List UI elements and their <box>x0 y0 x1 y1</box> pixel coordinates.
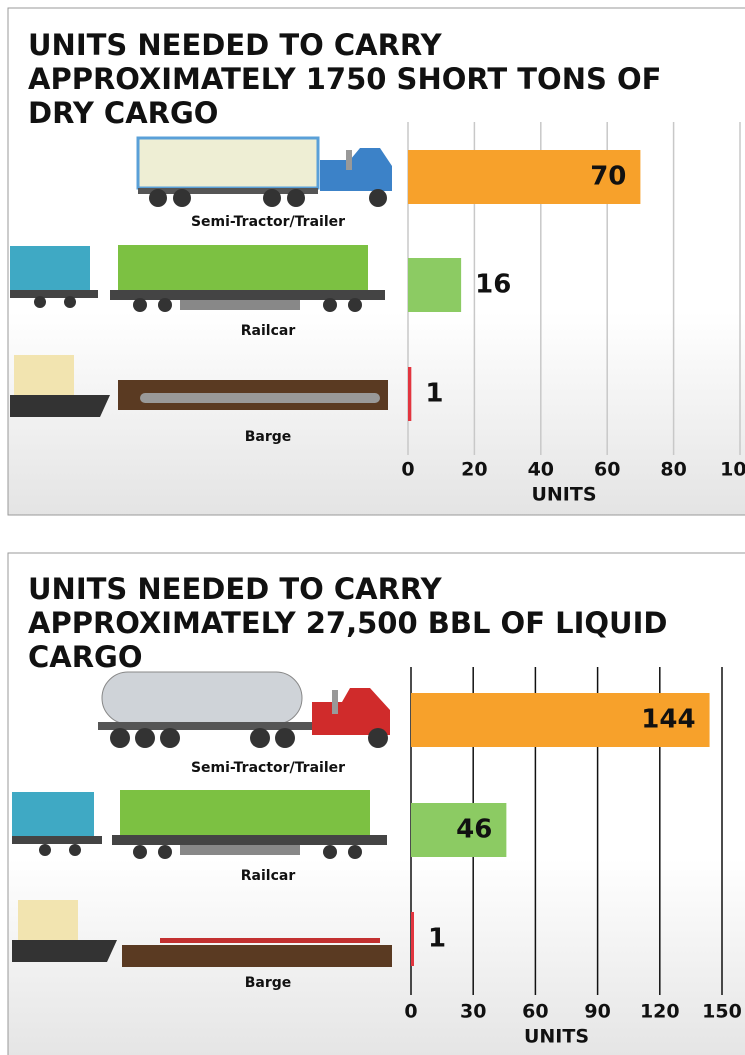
x-tick-label: 20 <box>461 459 487 481</box>
train-icon <box>10 245 385 312</box>
category-label: Semi-Tractor/Trailer <box>191 214 345 230</box>
x-tick-label: 90 <box>584 1001 610 1023</box>
x-axis-label: UNITS <box>524 1026 589 1048</box>
value-label: 46 <box>456 815 492 845</box>
x-tick-label: 120 <box>640 1001 680 1023</box>
x-tick-label: 100 <box>720 459 745 481</box>
category-label: Barge <box>245 429 292 445</box>
infographic: 0 20 40 60 80 100 UNITS 70 Semi-Tractor/Trailer 1… <box>0 0 745 1055</box>
value-label: 16 <box>475 270 511 300</box>
value-label: 144 <box>641 705 695 735</box>
x-tick-label: 40 <box>528 459 554 481</box>
page: 0 20 40 60 80 100 UNITS 70 Semi-Tractor/Trailer 1… <box>0 0 745 1055</box>
chart-title: UNITS NEEDED TO CARRY APPROXIMATELY 1750… <box>28 28 688 130</box>
category-label: Semi-Tractor/Trailer <box>191 760 345 776</box>
chart-title: UNITS NEEDED TO CARRY APPROXIMATELY 27,5… <box>28 572 688 674</box>
x-tick-label: 80 <box>660 459 686 481</box>
x-axis-label: UNITS <box>531 484 596 506</box>
bar <box>408 258 461 312</box>
x-tick-label: 60 <box>522 1001 548 1023</box>
category-label: Railcar <box>241 868 296 884</box>
bar <box>408 367 411 421</box>
x-tick-label: 0 <box>401 459 414 481</box>
category-label: Railcar <box>241 323 296 339</box>
x-tick-label: 150 <box>702 1001 742 1023</box>
value-label: 1 <box>425 379 443 409</box>
x-tick-label: 30 <box>460 1001 486 1023</box>
value-label: 70 <box>590 162 626 192</box>
x-tick-label: 0 <box>404 1001 417 1023</box>
x-tick-label: 60 <box>594 459 620 481</box>
bar <box>411 912 414 966</box>
category-label: Barge <box>245 975 292 991</box>
value-label: 1 <box>428 924 446 954</box>
